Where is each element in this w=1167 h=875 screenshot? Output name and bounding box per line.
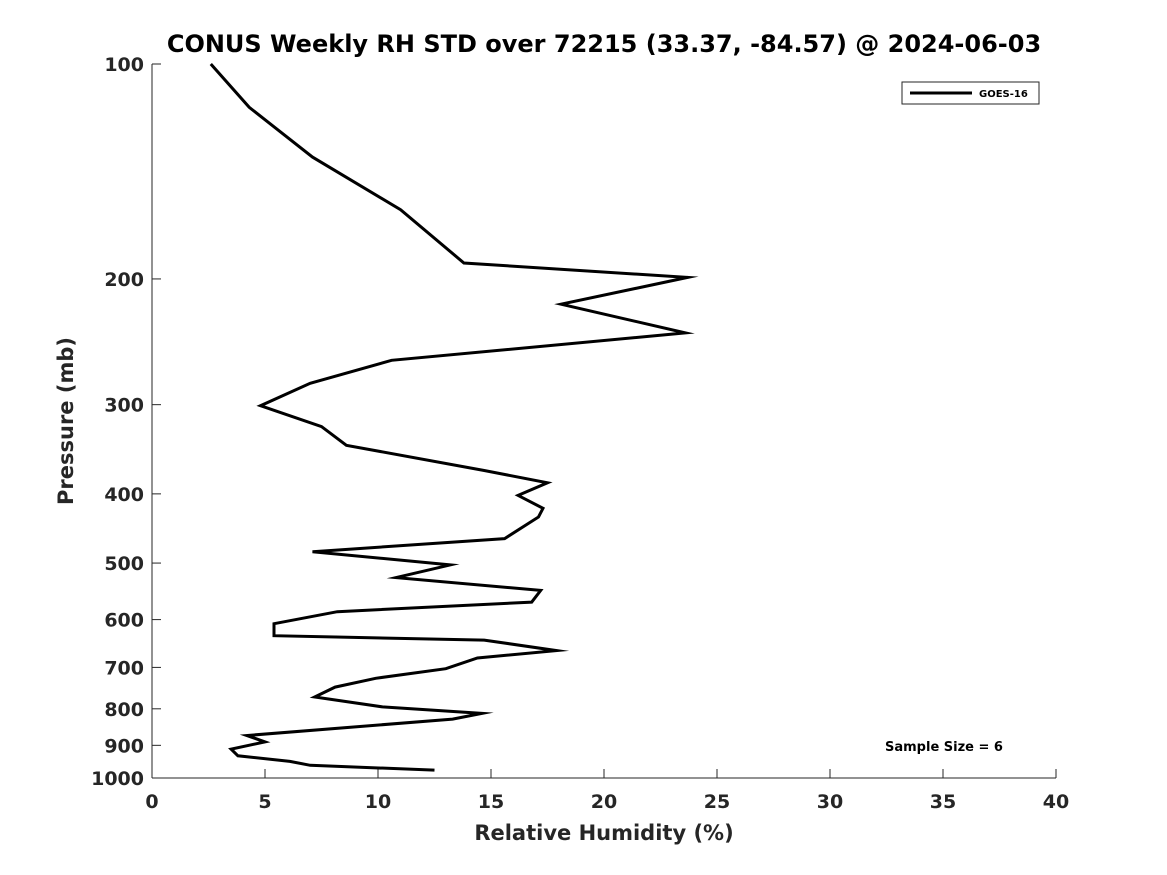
y-axis-label: Pressure (mb) bbox=[54, 337, 78, 505]
sample-size-annotation: Sample Size = 6 bbox=[885, 740, 1003, 755]
y-ticks: 100 200 300 400 500 600 700 800 900 1000 bbox=[91, 54, 161, 790]
y-tick-label: 100 bbox=[104, 54, 144, 76]
x-tick-label: 20 bbox=[591, 791, 617, 813]
x-tick-label: 15 bbox=[478, 791, 504, 813]
series-layer bbox=[209, 63, 699, 772]
y-tick-label: 200 bbox=[104, 269, 144, 291]
x-tick-label: 35 bbox=[930, 791, 956, 813]
y-tick-label: 500 bbox=[104, 553, 144, 575]
x-tick-label: 0 bbox=[145, 791, 158, 813]
y-tick-label: 1000 bbox=[91, 768, 144, 790]
x-tick-label: 25 bbox=[704, 791, 730, 813]
y-tick-label: 800 bbox=[104, 699, 144, 721]
y-tick-label: 700 bbox=[104, 657, 144, 679]
chart-title: CONUS Weekly RH STD over 72215 (33.37, -… bbox=[167, 30, 1041, 58]
x-ticks: 0 5 10 15 20 25 30 35 40 bbox=[145, 769, 1069, 813]
x-tick-label: 5 bbox=[258, 791, 271, 813]
x-tick-label: 40 bbox=[1043, 791, 1069, 813]
y-tick-label: 400 bbox=[104, 484, 144, 506]
plot-area: 0 5 10 15 20 25 30 35 40 100 200 300 400 500 600 700 80… bbox=[91, 54, 1069, 813]
x-tick-label: 10 bbox=[365, 791, 391, 813]
legend-label-goes-16: GOES-16 bbox=[979, 89, 1028, 100]
series-line-goes-16 bbox=[209, 63, 699, 772]
x-tick-label: 30 bbox=[817, 791, 843, 813]
y-tick-label: 300 bbox=[104, 395, 144, 417]
y-tick-label: 600 bbox=[104, 610, 144, 632]
legend: GOES-16 bbox=[901, 81, 1040, 105]
y-tick-label: 900 bbox=[104, 735, 144, 757]
x-axis-label: Relative Humidity (%) bbox=[474, 821, 733, 845]
